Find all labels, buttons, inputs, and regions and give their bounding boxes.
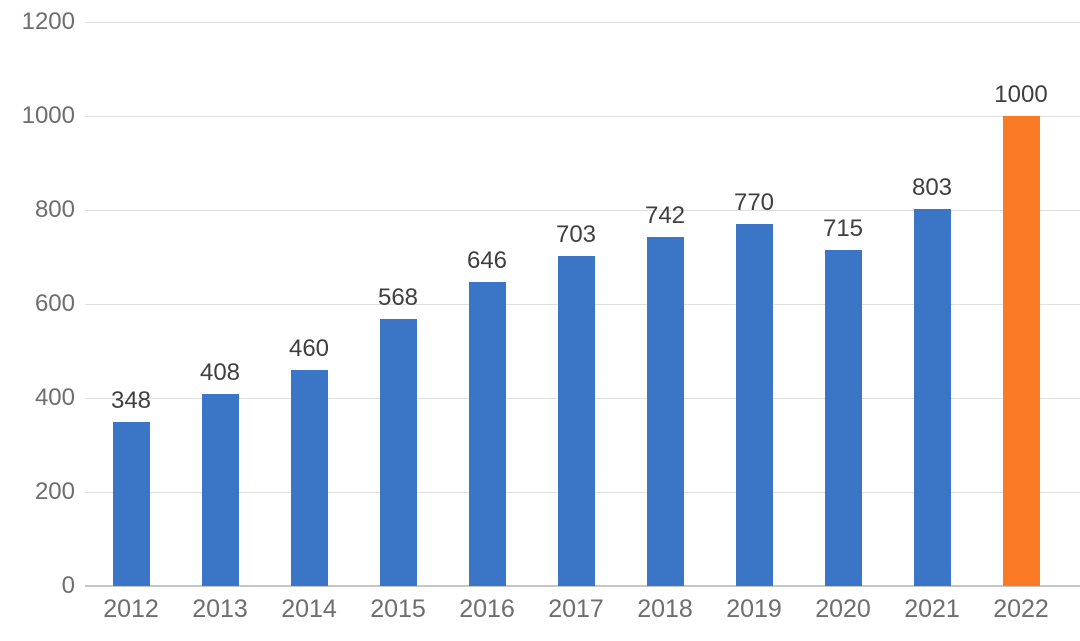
- data-label-2013: 408: [199, 359, 241, 386]
- y-tick-label-200: 200: [34, 478, 75, 505]
- y-tick-label-1000: 1000: [21, 102, 75, 129]
- data-label-2016: 646: [466, 247, 508, 274]
- gridline-800: [85, 210, 1080, 211]
- x-tick-label-2017: 2017: [548, 595, 604, 623]
- x-tick-label-2019: 2019: [726, 595, 782, 623]
- gridline-1000: [85, 116, 1080, 117]
- bar-2016: [468, 282, 506, 586]
- bar-2020: [824, 250, 862, 586]
- bar-2014: [290, 370, 328, 586]
- data-label-2018: 742: [644, 202, 686, 229]
- x-tick-label-2016: 2016: [459, 595, 515, 623]
- bar-2015: [379, 319, 417, 586]
- data-label-2017: 703: [555, 221, 597, 248]
- y-tick-label-800: 800: [34, 196, 75, 223]
- x-axis-baseline: [85, 585, 1080, 587]
- data-label-2012: 348: [110, 387, 152, 414]
- data-label-2014: 460: [288, 335, 330, 362]
- data-label-2019: 770: [733, 189, 775, 216]
- y-tick-label-400: 400: [34, 384, 75, 411]
- bar-2017: [557, 256, 595, 586]
- bar-2021: [913, 209, 951, 586]
- y-tick-label-1200: 1200: [21, 8, 75, 35]
- x-tick-label-2014: 2014: [281, 595, 337, 623]
- data-label-2022: 1000: [994, 81, 1048, 108]
- gridline-1200: [85, 22, 1080, 23]
- bar-2012: [112, 422, 150, 586]
- data-label-2020: 715: [822, 215, 864, 242]
- y-tick-label-600: 600: [34, 290, 75, 317]
- bar-2013: [201, 394, 239, 586]
- x-tick-label-2021: 2021: [904, 595, 960, 623]
- bar-2018: [646, 237, 684, 586]
- data-label-2015: 568: [377, 284, 419, 311]
- y-tick-label-0: 0: [61, 572, 75, 599]
- x-tick-label-2020: 2020: [815, 595, 871, 623]
- data-label-2021: 803: [911, 174, 953, 201]
- bar-2019: [735, 224, 773, 586]
- x-tick-label-2018: 2018: [637, 595, 693, 623]
- x-tick-label-2013: 2013: [192, 595, 248, 623]
- x-tick-label-2022: 2022: [993, 595, 1049, 623]
- x-tick-label-2015: 2015: [370, 595, 426, 623]
- x-tick-label-2012: 2012: [103, 595, 159, 623]
- bar-2022: [1002, 116, 1040, 586]
